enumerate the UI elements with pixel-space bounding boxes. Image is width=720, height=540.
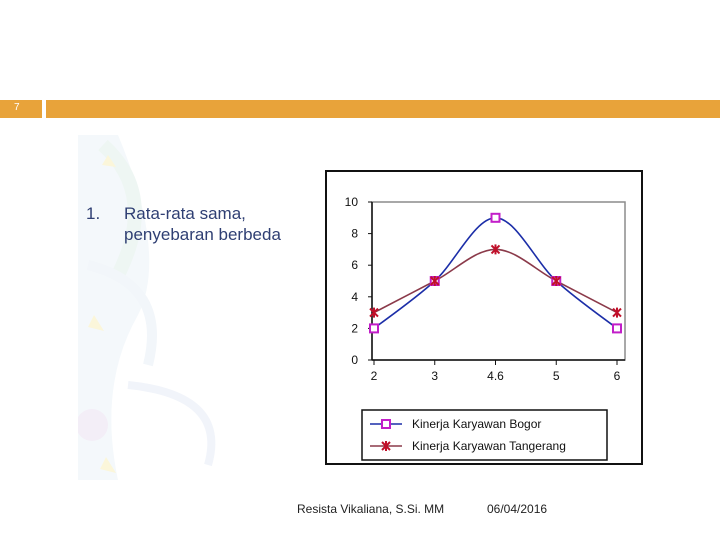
y-tick-label: 4 — [351, 290, 358, 304]
x-tick-label: 3 — [431, 369, 438, 383]
legend-label: Kinerja Karyawan Tangerang — [412, 439, 566, 453]
data-point-series-1 — [612, 323, 622, 334]
chart-frame: 10 8 6 4 2 0 2 3 4.6 5 6 Kinerja Karyawan Bogor Kine… — [325, 170, 643, 465]
x-tick-label: 4.6 — [487, 369, 504, 383]
decorative-background — [78, 135, 216, 480]
x-tick-label: 6 — [614, 369, 621, 383]
slide-number: 7 — [14, 102, 20, 113]
data-point-series-1 — [369, 323, 379, 334]
x-tick-label: 5 — [553, 369, 560, 383]
plot-area — [371, 201, 626, 361]
slide-number-box: 7 — [0, 100, 42, 118]
item-text: Rata-rata sama, penyebaran berbeda — [124, 203, 354, 245]
data-point-series-2 — [430, 276, 440, 286]
data-point-series-2 — [612, 307, 622, 318]
footer-author: Resista Vikaliana, S.Si. MM — [297, 502, 445, 516]
y-tick-label: 2 — [351, 321, 358, 335]
y-tick-label: 8 — [351, 227, 358, 241]
data-point-series-1 — [490, 212, 501, 223]
legend-box — [361, 409, 608, 461]
item-number: 1. — [86, 204, 101, 223]
item-line-1: Rata-rata sama, — [124, 204, 246, 223]
item-line-2: penyebaran berbeda — [124, 225, 281, 244]
legend-label: Kinerja Karyawan Bogor — [412, 417, 541, 431]
series-line-2 — [373, 248, 618, 314]
y-tick-label: 0 — [351, 353, 358, 367]
footer-date: 06/04/2016 — [487, 502, 548, 516]
legend-marker-1 — [381, 419, 391, 429]
data-point-series-2 — [490, 244, 501, 255]
x-tick-label: 2 — [371, 369, 378, 383]
legend-marker-2 — [381, 441, 391, 451]
y-tick-label: 10 — [345, 195, 359, 209]
series-line-1 — [373, 216, 618, 330]
data-point-series-2 — [369, 307, 379, 318]
y-tick-label: 6 — [351, 258, 358, 272]
data-point-series-2 — [551, 276, 561, 286]
header-bar — [46, 100, 720, 118]
